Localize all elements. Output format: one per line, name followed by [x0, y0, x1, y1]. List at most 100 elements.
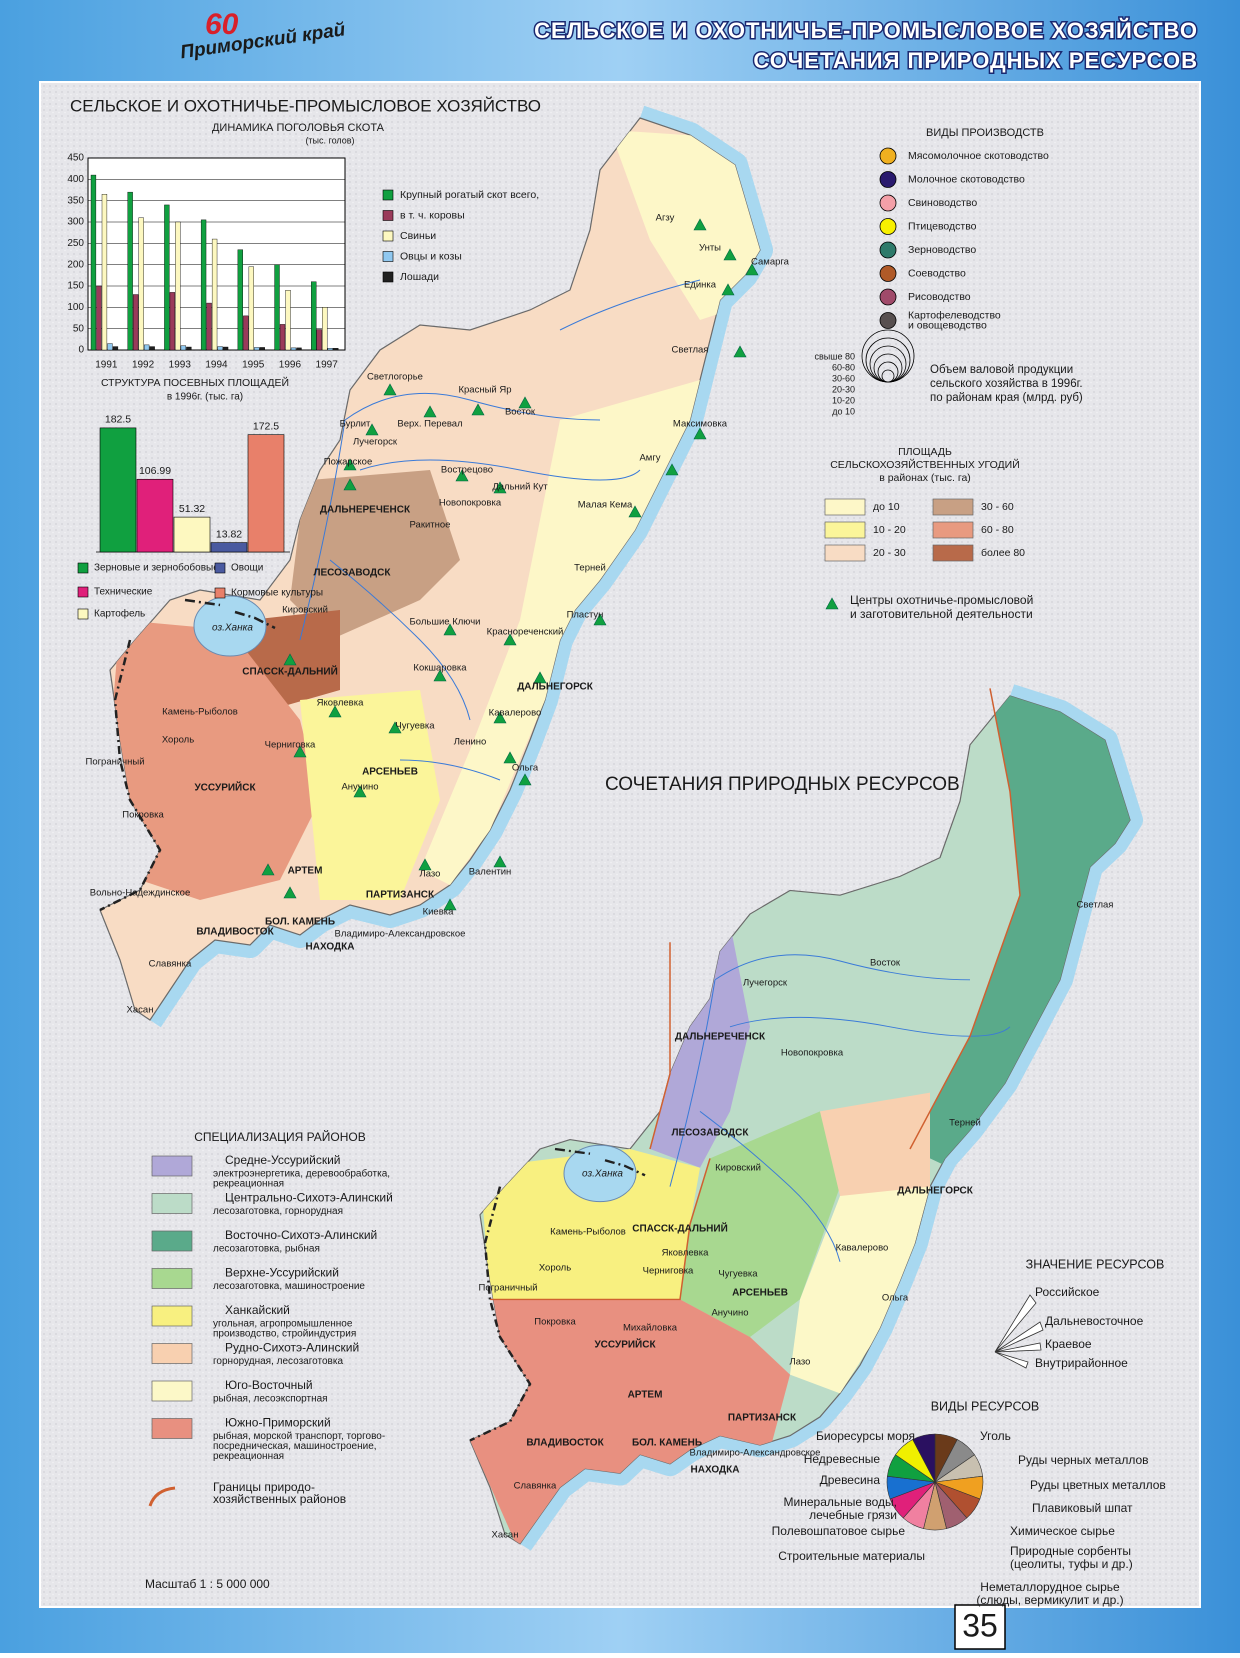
place-label: Чугуевка — [718, 1269, 758, 1280]
legend-desc: лесозаготовка, горнорудная — [213, 1206, 343, 1217]
place-label: Новопокровка — [439, 498, 502, 509]
legend-label: Зерновые и зернобобовые — [94, 562, 219, 574]
zone — [420, 380, 700, 885]
legend-swatch — [151, 1380, 193, 1402]
legend-caption: Объем валовой продукции — [930, 364, 1073, 376]
hunting-center — [593, 613, 607, 626]
bar — [180, 345, 187, 351]
zone — [300, 690, 440, 900]
legend-label: Полевошпатовое сырье — [772, 1524, 906, 1538]
zone — [910, 695, 1130, 1168]
legend-label: Молочное скотоводство — [908, 173, 1025, 185]
bar — [290, 347, 297, 351]
place-label: Пограничный — [85, 757, 144, 768]
legend-caption: сельского хозяйства в 1996г. — [930, 378, 1083, 390]
place-label: Кавалерово — [836, 1243, 889, 1254]
legend-label: Картофель — [94, 608, 145, 620]
zone — [790, 1186, 930, 1394]
y-tick-label: 300 — [67, 217, 84, 228]
hunting-center — [293, 745, 307, 758]
legend-label: Уголь — [980, 1429, 1011, 1443]
hunting-center — [533, 671, 547, 684]
legend-label: Птицеводство — [908, 220, 977, 232]
legend-title: в районах (тыс. га) — [879, 472, 971, 484]
place-label: Светлогорье — [367, 372, 423, 383]
value-label: 172.5 — [253, 420, 279, 432]
place-label: Лазо — [790, 1357, 811, 1368]
place-label: Славянка — [149, 959, 192, 970]
legend-swatch — [825, 597, 839, 610]
bar — [127, 191, 133, 351]
legend-swatch — [824, 498, 866, 516]
legend-swatch — [77, 562, 89, 574]
x-tick-label: 1994 — [205, 360, 228, 371]
place-label: Лазо — [420, 869, 441, 880]
hunting-center — [733, 345, 747, 358]
legend-label: Минеральные воды, — [784, 1495, 897, 1509]
place-label: Кировский — [282, 605, 328, 616]
page-title: СОЧЕТАНИЯ ПРИРОДНЫХ РЕСУРСОВ — [753, 48, 1198, 73]
legend-label: до 10 — [873, 501, 900, 513]
zone — [110, 620, 320, 900]
place-label: Терней — [949, 1118, 981, 1129]
place-label: Светлая — [672, 345, 709, 356]
chart-title: ДИНАМИКА ПОГОЛОВЬЯ СКОТА — [212, 122, 385, 134]
place-label: Вольно-Надеждинское — [90, 888, 191, 899]
place-label: Амгу — [639, 453, 660, 464]
legend-swatch — [382, 189, 394, 201]
place-label: Камень-Рыболов — [162, 707, 238, 718]
value-label: 13.82 — [216, 528, 242, 540]
place-label: Яковлевка — [317, 698, 364, 709]
hunting-center — [443, 623, 457, 636]
legend-label: 60 - 80 — [981, 524, 1014, 536]
bar — [274, 264, 280, 351]
legend-label: Центры охотничье-промысловой — [850, 593, 1033, 607]
place-label: Дальний Кут — [492, 482, 548, 493]
legend-swatch — [151, 1305, 193, 1327]
area-zones — [110, 130, 760, 900]
legend-swatch — [77, 586, 89, 598]
bar — [107, 343, 113, 351]
place-label: Большие Ключи — [410, 617, 481, 628]
hunting-center — [343, 458, 357, 471]
place-label: Владимиро-Александровское — [690, 1448, 821, 1459]
bar — [311, 281, 317, 351]
place-label: Хороль — [162, 735, 194, 746]
place-label: Хасан — [492, 1530, 519, 1541]
legend-desc: угольная, агропромышленное — [213, 1319, 353, 1330]
place-label: Славянка — [514, 1481, 557, 1492]
place-label: ВЛАДИВОСТОК — [526, 1438, 604, 1449]
place-label: ЛЕСОЗАВОДСК — [672, 1128, 750, 1139]
place-label: Краснореченский — [487, 627, 564, 638]
legend-swatch — [214, 587, 226, 599]
bar — [144, 344, 150, 351]
legend-label: более 80 — [981, 547, 1025, 559]
place-label: АРТЕМ — [628, 1390, 663, 1401]
legend-label: 10 - 20 — [873, 524, 906, 536]
y-tick-label: 150 — [67, 281, 84, 292]
legend-name: Южно-Приморский — [225, 1416, 331, 1430]
bar — [211, 238, 218, 351]
y-tick-label: 0 — [78, 345, 84, 356]
hunting-center — [503, 751, 517, 764]
hunting-center — [693, 218, 707, 231]
place-label: АРСЕНЬЕВ — [732, 1288, 788, 1299]
legend-desc: рекреационная — [213, 1451, 284, 1462]
y-tick-label: 450 — [67, 153, 84, 164]
hunting-center — [493, 481, 507, 494]
bar — [333, 348, 339, 351]
place-label: Анучино — [341, 782, 378, 793]
bar — [186, 346, 192, 351]
legend-label: Химическое сырье — [1010, 1524, 1115, 1538]
place-label: ЛЕСОЗАВОДСК — [314, 568, 392, 579]
hunting-center — [443, 898, 457, 911]
hunting-center — [503, 633, 517, 646]
place-label: ПАРТИЗАНСК — [728, 1413, 797, 1424]
bar — [217, 346, 223, 351]
place-label: ДАЛЬНЕРЕЧЕНСК — [320, 505, 411, 516]
place-label: Пластун — [567, 610, 604, 621]
hunting-center — [383, 383, 397, 396]
hunting-center — [693, 427, 707, 440]
rivers — [299, 279, 701, 781]
place-label: Пожарское — [324, 457, 373, 468]
